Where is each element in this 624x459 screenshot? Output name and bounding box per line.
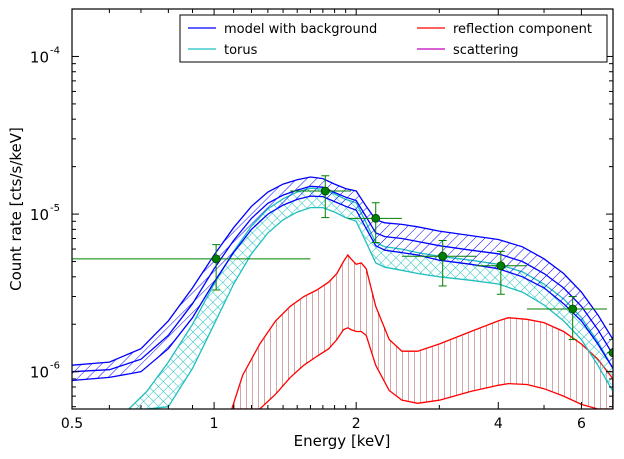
model-with-background-center-line [72,185,613,373]
data-points [72,175,613,373]
data-marker [608,348,613,358]
x-tick-label: 4 [494,416,503,432]
reflection-component-band [231,255,613,409]
x-tick-label: 1 [210,416,219,432]
y-tick-label: 10 [30,206,49,224]
y-tick-label: 10 [30,364,49,382]
y-tick-exponent: -5 [50,203,60,214]
data-point [347,202,402,244]
y-tick-label: 10 [30,48,49,66]
data-marker [320,186,330,196]
legend-box [179,14,608,63]
data-point [401,239,477,287]
reflection-component-lower-line [231,327,613,409]
legend-label-model: model with background [224,22,377,37]
data-marker [496,261,506,271]
data-point [476,250,527,295]
legend: model with background torus reflection c… [179,14,608,63]
x-tick-label: 6 [577,416,586,432]
y-tick-exponent: -6 [50,361,60,372]
x-tick-label: 2 [352,416,361,432]
torus-band [128,188,613,409]
y-axis-ticks: 10-610-510-4 [30,8,613,408]
legend-label-scattering: scattering [453,43,519,58]
model-with-background-upper-line [72,176,613,366]
data-marker [568,304,578,314]
x-axis-ticks: 0.5 1 2 4 6 [61,9,614,432]
y-axis-label: Count rate [cts/s/keV] [7,127,25,291]
x-tick-label: 0.5 [61,416,83,432]
torus-lower-line [128,206,613,409]
model-with-background-band [72,177,613,381]
x-axis-label: Energy [keV] [294,432,391,450]
data-marker [371,213,381,223]
model-bands [72,176,613,409]
data-point [526,296,608,341]
data-marker [211,254,221,264]
legend-label-reflection: reflection component [453,22,592,37]
data-marker [438,251,448,261]
data-point [290,175,351,219]
model-with-background-lower-line [72,195,613,382]
reflection-component-upper-line [231,253,613,409]
legend-label-torus: torus [224,43,258,58]
y-tick-exponent: -4 [50,45,60,56]
data-point [72,244,311,291]
plot-frame [71,8,614,410]
